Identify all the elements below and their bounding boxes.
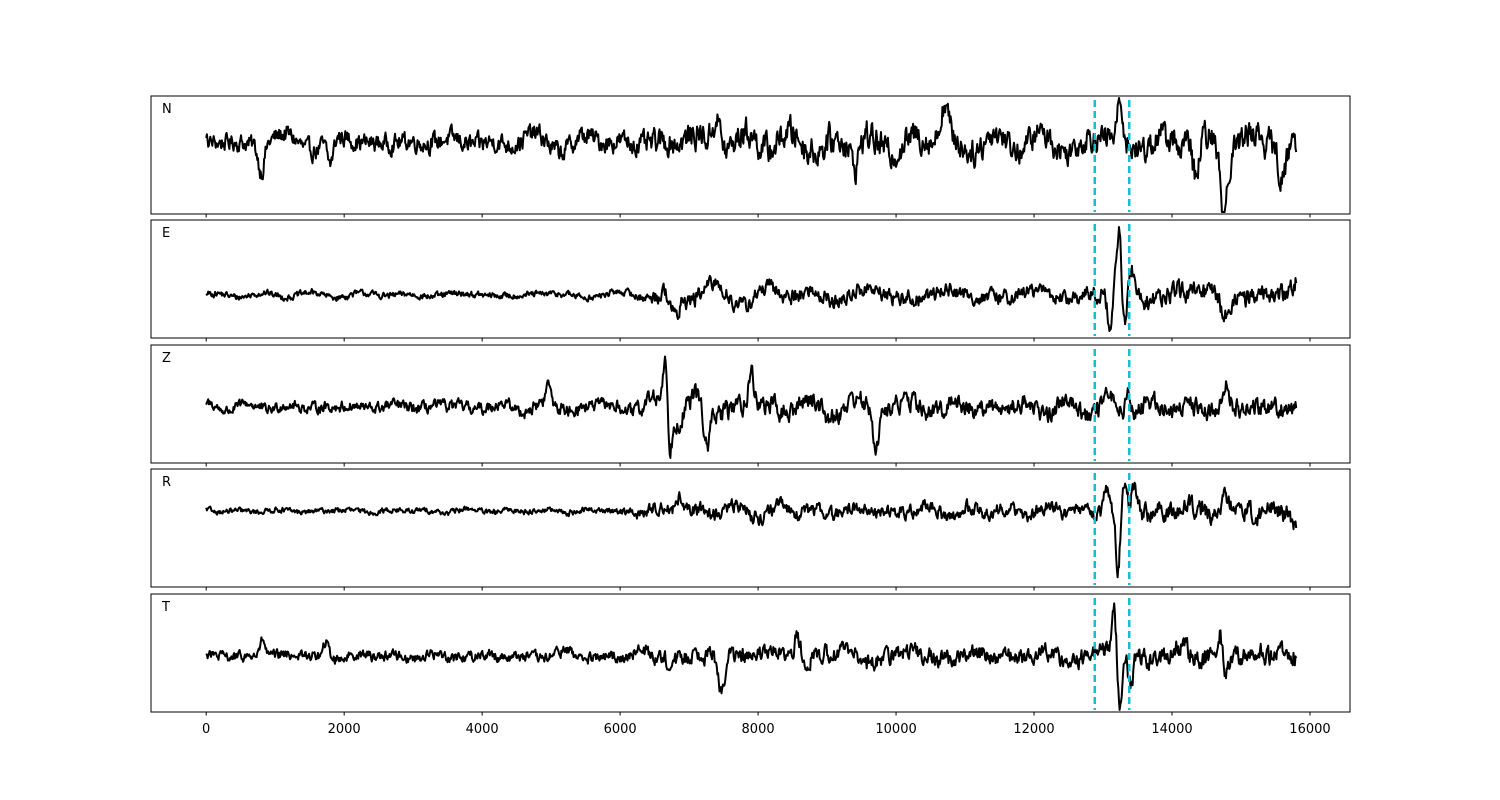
x-tick-label: 8000 [742,722,775,737]
panel-frame-T [150,593,1351,713]
panel-frame-Z [150,344,1351,464]
trace-panel-Z: Z [150,344,1351,467]
x-tick-label: 4000 [466,722,499,737]
x-tick-label: 2000 [328,722,361,737]
panel-frame-E [150,219,1351,339]
trace-line-E [205,226,1298,332]
x-tick-label: 10000 [875,722,916,737]
x-tick-label: 16000 [1289,722,1330,737]
channel-label-R: R [162,475,171,490]
panel-frame-N [150,95,1351,215]
trace-panel-N: N [150,95,1351,218]
trace-panel-T: T [150,593,1351,716]
channel-label-Z: Z [162,351,171,366]
channel-label-E: E [162,226,170,241]
channel-label-N: N [162,102,172,117]
panel-frame-R [150,468,1351,588]
channel-label-T: T [161,600,170,615]
trace-line-R [205,481,1298,579]
x-tick-label: 6000 [604,722,637,737]
x-tick-label: 12000 [1013,722,1054,737]
x-tick-label: 0 [202,722,210,737]
trace-panel-E: E [150,219,1351,342]
trace-line-Z [205,355,1298,459]
trace-panel-R: R [150,468,1351,591]
trace-line-T [205,602,1298,711]
trace-line-N [205,97,1298,213]
x-tick-label: 14000 [1151,722,1192,737]
